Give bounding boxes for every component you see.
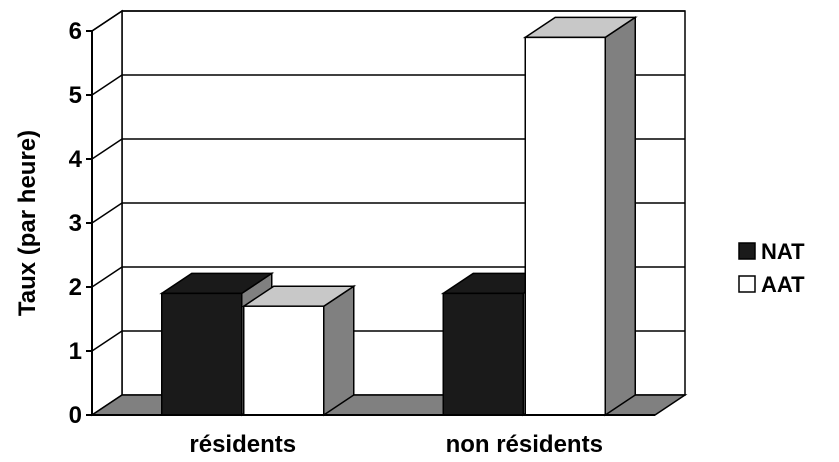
- y-tick-label: 1: [69, 338, 82, 365]
- bars: [159, 15, 638, 417]
- legend-swatch: [738, 275, 756, 293]
- gridline: [91, 266, 685, 288]
- bar-front: [442, 292, 524, 416]
- legend-label: NAT: [761, 239, 805, 264]
- x-category-label: résidents: [189, 431, 296, 458]
- x-category-labels: résidents non résidents: [189, 431, 603, 458]
- y-tick-label: 5: [69, 82, 82, 109]
- bar-front: [243, 305, 325, 416]
- bar-front: [524, 36, 606, 416]
- y-axis-label: Taux (par heure): [14, 130, 41, 316]
- y-tick-label: 2: [69, 274, 82, 301]
- gridline: [91, 74, 685, 96]
- axes: [86, 30, 655, 416]
- bar: [522, 15, 638, 417]
- bar: [241, 284, 357, 417]
- y-tick-label: 0: [69, 402, 82, 429]
- gridline: [91, 10, 685, 32]
- legend-swatch: [738, 242, 756, 260]
- y-tick-label: 6: [69, 18, 82, 45]
- legend: NAT AAT: [735, 235, 839, 307]
- gridline: [91, 202, 685, 224]
- gridline: [91, 138, 685, 160]
- bar-side: [323, 284, 355, 417]
- y-tick-label: 4: [69, 146, 83, 173]
- legend-label: AAT: [761, 272, 805, 297]
- bar-side: [604, 15, 636, 417]
- bar-front: [161, 292, 243, 416]
- gridlines: [91, 10, 685, 352]
- y-tick-label: 3: [69, 210, 82, 237]
- y-tick-labels: 0 1 2 3 4 5 6: [69, 18, 83, 429]
- x-category-label: non résidents: [446, 431, 603, 458]
